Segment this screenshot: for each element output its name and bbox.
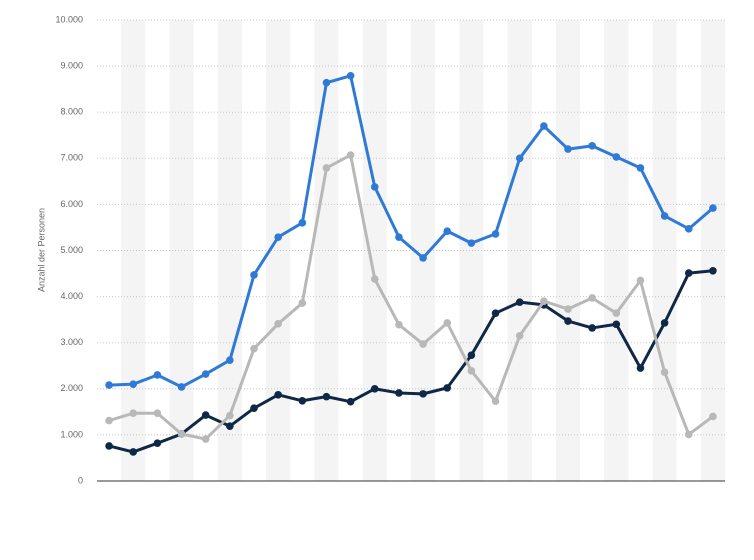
data-point [177, 430, 186, 438]
data-point [612, 309, 621, 317]
y-tick-label: 1.000 [60, 429, 83, 439]
data-point [467, 367, 476, 375]
data-point [564, 305, 572, 313]
data-point [129, 448, 138, 456]
data-point [684, 269, 693, 277]
data-point [250, 404, 258, 412]
y-tick-label: 4.000 [60, 291, 83, 301]
data-point [226, 411, 234, 420]
data-point [346, 397, 355, 406]
data-point [153, 371, 162, 379]
data-point [298, 219, 307, 227]
data-point [201, 411, 210, 419]
column-band [362, 20, 387, 481]
data-point [612, 320, 621, 329]
series-line [108, 153, 714, 441]
data-point [322, 164, 331, 172]
data-point [709, 412, 717, 421]
data-point [467, 239, 476, 247]
data-point [105, 416, 113, 425]
data-point [274, 319, 282, 328]
data-point [564, 145, 572, 153]
y-tick-label: 9.000 [60, 60, 83, 70]
data-point [370, 275, 379, 283]
data-point [105, 442, 113, 450]
data-point [660, 212, 669, 220]
data-point [274, 390, 282, 399]
y-axis-title: Anzahl der Personen [36, 208, 46, 292]
data-point [660, 319, 669, 327]
data-point [177, 383, 186, 391]
data-point [443, 319, 452, 327]
data-point [588, 142, 596, 150]
y-tick-label: 0 [78, 475, 83, 485]
y-tick-label: 2.000 [60, 383, 83, 393]
data-point [540, 122, 548, 130]
y-tick-label: 8.000 [60, 107, 83, 117]
data-point [274, 233, 282, 241]
y-tick-label: 7.000 [60, 153, 83, 163]
data-point [250, 271, 258, 279]
y-tick-label: 10.000 [55, 14, 83, 24]
data-point [636, 364, 645, 372]
data-point [346, 71, 355, 80]
data-point [443, 227, 452, 235]
data-point [636, 276, 645, 285]
series-line [109, 74, 714, 389]
data-point [419, 390, 427, 398]
data-point [612, 153, 621, 161]
data-point [491, 397, 500, 406]
data-point [395, 389, 403, 397]
data-point [153, 439, 162, 447]
y-tick-label: 6.000 [60, 199, 83, 209]
data-point [298, 299, 307, 307]
data-point [129, 409, 138, 418]
data-point [467, 351, 476, 359]
data-point [370, 385, 379, 393]
data-point [226, 356, 234, 365]
data-point [588, 324, 596, 332]
data-point [298, 396, 307, 405]
data-point [322, 392, 331, 401]
column-band [459, 20, 484, 481]
data-point [443, 384, 452, 392]
data-point [346, 151, 355, 159]
data-point [491, 309, 500, 317]
data-point [636, 164, 645, 172]
data-point [491, 230, 500, 238]
data-point [201, 435, 210, 443]
data-point [515, 331, 524, 340]
data-point [419, 254, 427, 262]
data-point [709, 204, 717, 212]
data-point [564, 317, 572, 325]
data-point [395, 320, 403, 329]
series-line [108, 269, 714, 454]
data-point [588, 294, 596, 302]
data-point [226, 422, 234, 430]
y-tick-label: 5.000 [60, 245, 83, 255]
data-point [515, 298, 524, 306]
data-point [515, 154, 524, 163]
data-point [395, 233, 403, 241]
data-point [684, 430, 693, 439]
data-point [370, 183, 379, 191]
data-point [419, 340, 427, 348]
data-point [129, 380, 138, 388]
y-tick-label: 3.000 [60, 337, 83, 347]
data-point [540, 297, 548, 306]
data-point [684, 225, 693, 233]
data-point [660, 368, 669, 377]
data-point [322, 78, 331, 87]
data-point [201, 370, 210, 378]
data-point [709, 266, 717, 275]
data-point [250, 344, 258, 353]
data-point [153, 409, 162, 418]
data-point [105, 381, 113, 389]
